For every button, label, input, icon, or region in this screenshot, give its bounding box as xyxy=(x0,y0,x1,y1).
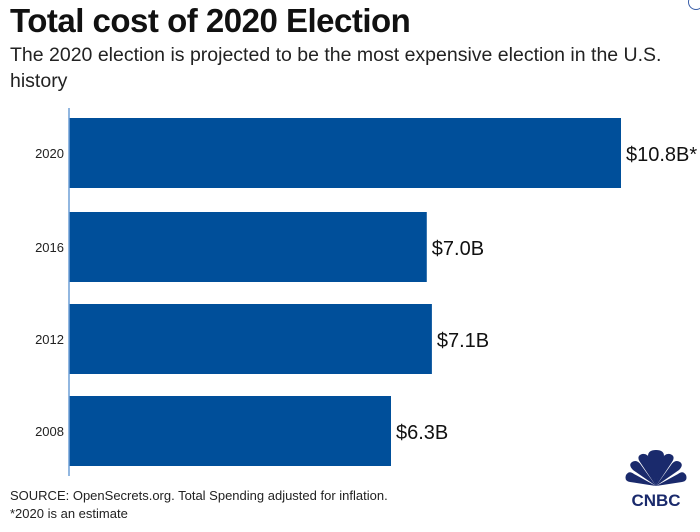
bar-2016 xyxy=(69,212,427,282)
data-label: $10.8B* xyxy=(626,144,697,166)
source-note: SOURCE: OpenSecrets.org. Total Spending … xyxy=(10,488,388,503)
data-label: $7.0B xyxy=(432,238,484,260)
bar-2012 xyxy=(69,304,432,374)
estimate-note: *2020 is an estimate xyxy=(10,506,128,521)
chart-title: Total cost of 2020 Election xyxy=(10,2,411,39)
data-label: $6.3B xyxy=(396,422,448,444)
category-label: 2008 xyxy=(35,424,64,439)
category-label: 2012 xyxy=(35,332,64,347)
bar-2020 xyxy=(69,118,621,188)
bar-2008 xyxy=(69,396,391,466)
chart-subtitle: The 2020 election is projected to be the… xyxy=(10,44,662,92)
category-label: 2020 xyxy=(35,146,64,161)
logo-text: CNBC xyxy=(631,491,680,510)
category-label: 2016 xyxy=(35,240,64,255)
data-label: $7.1B xyxy=(437,330,489,352)
bar-chart: 2020 $10.8B* 2016 $7.0B 2012 $7.1B 2008 $6.3B xyxy=(35,108,697,476)
corner-badge-icon xyxy=(688,0,700,10)
cnbc-logo: CNBC xyxy=(625,450,687,510)
